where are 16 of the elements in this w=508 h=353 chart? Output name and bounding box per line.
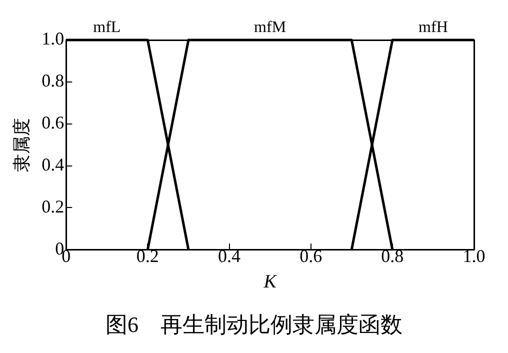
y-axis-title: 隶属度: [12, 118, 32, 172]
y-tick-label: 0.6: [42, 112, 64, 133]
x-tick-label: 0.2: [136, 246, 159, 266]
x-tick-label: 0.8: [381, 246, 404, 266]
x-tick-label: 0.6: [300, 246, 322, 266]
caption: 图6 再生制动比例隶属度函数: [104, 311, 404, 339]
y-tick-label: 1.0: [42, 28, 64, 49]
series-label: mfL: [93, 19, 121, 36]
y-tick-label: 0.8: [42, 70, 64, 91]
y-tick-label: 0.2: [42, 196, 64, 216]
x-tick-label: 0.4: [218, 246, 241, 266]
series-label: mfM: [254, 19, 286, 36]
x-axis-title: K: [262, 272, 278, 293]
y-tick-label: 0.4: [42, 154, 64, 174]
x-tick-label: 1.0: [462, 246, 486, 266]
series-label: mfH: [418, 19, 448, 36]
